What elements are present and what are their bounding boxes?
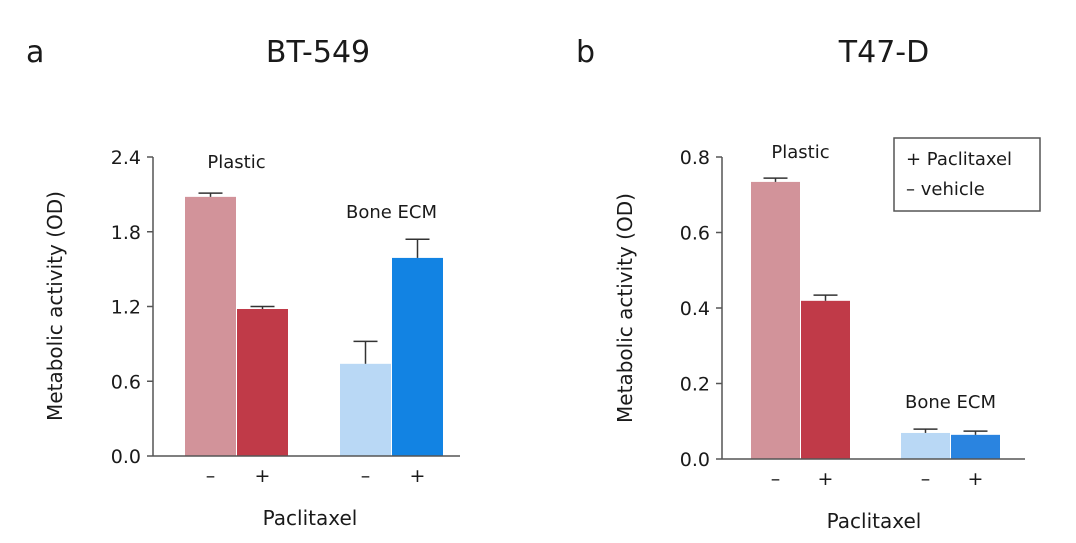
group-label: Bone ECM [346,202,437,223]
chart-panel-b: b T47-D – + Plastic – + Bone ECM 0.0 0.2 0.4 0.6 0.8… [576,35,1041,533]
x-axis-label: Paclitaxel [263,506,358,530]
bar [340,363,391,456]
x-tick-label: – [206,465,216,487]
panel-label: b [576,35,595,70]
bar [751,181,800,460]
y-tick-label: 1.2 [111,297,141,319]
y-tick-label: 0.4 [680,298,710,320]
y-axis-label: Metabolic activity (OD) [613,193,637,423]
x-axis-label: Paclitaxel [827,509,922,533]
x-tick-label: + [818,468,834,490]
y-tick-label: 0.8 [680,147,710,169]
y-tick-label: 0.2 [680,374,710,396]
x-tick-label: + [255,465,271,487]
legend: + Paclitaxel – vehicle [893,137,1041,212]
group-label: Bone ECM [905,392,996,413]
x-tick-label: + [968,468,984,490]
bar [951,434,1000,459]
x-tick-label: – [771,468,781,490]
bar [237,308,288,456]
y-tick-label: 0.6 [680,223,710,245]
bar [392,257,443,456]
chart-title: BT-549 [266,35,370,70]
y-tick-label: 1.8 [111,222,141,244]
y-tick-label: 0.0 [680,449,710,471]
bar [801,300,850,459]
chart-title: T47-D [838,35,929,70]
y-tick-label: 0.0 [111,446,141,468]
legend-entry: + Paclitaxel [906,149,1012,170]
chart-panel-a: a BT-549 – + Plastic – + Bone ECM 0.0 0.6 1.2 1.8 2.… [26,35,460,530]
y-axis-label: Metabolic activity (OD) [43,191,67,421]
panel-label: a [26,35,44,70]
y-tick-label: 2.4 [111,147,141,169]
x-tick-label: – [361,465,371,487]
group-label: Plastic [771,142,829,163]
y-tick-label: 0.6 [111,371,141,393]
bar [901,432,950,459]
bar [185,196,236,456]
x-tick-label: + [410,465,426,487]
group-label: Plastic [207,152,265,173]
x-tick-label: – [921,468,931,490]
legend-box [893,137,1041,212]
legend-entry: – vehicle [906,179,985,200]
